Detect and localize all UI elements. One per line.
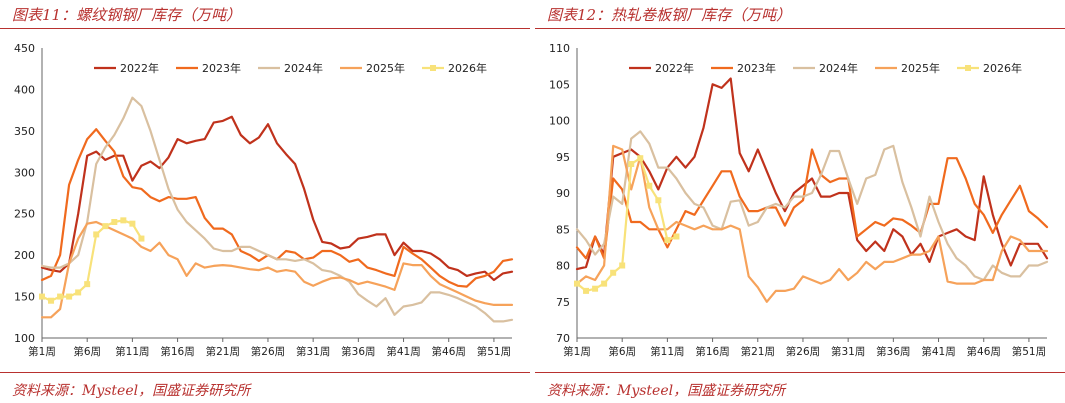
y-tick-label: 200 — [14, 249, 35, 262]
legend-label: 2024年 — [819, 61, 858, 75]
legend-label: 2022年 — [120, 61, 159, 75]
source-note: 资料来源：Mysteel，国盛证券研究所 — [12, 383, 251, 399]
y-tick-label: 250 — [14, 208, 35, 221]
y-tick-label: 350 — [14, 125, 35, 138]
data-point-2026年 — [57, 293, 64, 300]
chart-panel-rebar: 图表11：螺纹钢钢厂库存（万吨） 100 150 200 250 300 350 400 45… — [0, 0, 530, 403]
x-tick-label: 第21周 — [206, 345, 240, 358]
series-line-2024年 — [40, 96, 514, 323]
x-tick-label: 第51周 — [1012, 345, 1046, 358]
data-point-2026年 — [84, 281, 91, 288]
y-tick-label: 100 — [549, 115, 570, 128]
data-point-2026年 — [583, 287, 590, 294]
data-point-2026年 — [646, 182, 653, 189]
data-point-2026年 — [637, 155, 644, 162]
series-line-2024年 — [575, 130, 1049, 282]
title-rule — [0, 28, 530, 29]
x-tick-label: 第26周 — [786, 345, 820, 358]
x-tick-label: 第11周 — [115, 345, 149, 358]
x-tick-label: 第26周 — [251, 345, 285, 358]
series-line-2023年 — [575, 148, 1049, 260]
source-note: 资料来源：Mysteel，国盛证券研究所 — [547, 383, 786, 399]
legend-label: 2026年 — [983, 61, 1022, 75]
figure-title: 图表12：热轧卷板钢厂库存（万吨） — [547, 6, 792, 24]
x-tick-label: 第46周 — [432, 345, 466, 358]
figure-title: 图表11：螺纹钢钢厂库存（万吨） — [12, 6, 242, 24]
x-tick-label: 第51周 — [477, 345, 511, 358]
data-point-2026年 — [129, 220, 136, 227]
data-point-2026年 — [664, 237, 671, 244]
chart-panel-hot-rolled: 图表12：热轧卷板钢厂库存（万吨） 70 75 80 85 90 95 100 105 110 第… — [535, 0, 1065, 403]
x-tick-label: 第36周 — [876, 345, 910, 358]
data-point-2026年 — [93, 231, 100, 238]
y-tick-label: 150 — [14, 291, 35, 304]
data-point-2026年 — [619, 262, 626, 269]
data-point-2026年 — [574, 280, 580, 287]
legend-label: 2026年 — [448, 61, 487, 75]
x-tick-label: 第16周 — [695, 345, 729, 358]
data-point-2026年 — [673, 233, 680, 240]
series-line-2025年 — [40, 220, 514, 319]
legend-label: 2023年 — [202, 61, 241, 75]
y-tick-label: 110 — [549, 42, 570, 55]
legend-marker — [965, 65, 971, 71]
data-point-2026年 — [592, 285, 599, 292]
series-line-2022年 — [40, 115, 514, 282]
y-tick-label: 400 — [14, 83, 35, 96]
x-tick-label: 第41周 — [386, 345, 420, 358]
y-tick-label: 80 — [556, 260, 570, 273]
y-tick-label: 95 — [556, 151, 570, 164]
y-tick-label: 75 — [556, 296, 570, 309]
legend-marker — [430, 65, 436, 71]
y-tick-label: 450 — [14, 42, 35, 55]
data-point-2026年 — [66, 293, 73, 300]
hot-rolled-inventory-chart: 707580859095100105110第1周 第6周 第11周 第16周 第21周第… — [549, 42, 1049, 358]
x-tick-label: 第6周 — [608, 345, 636, 358]
x-tick-label: 第16周 — [160, 345, 194, 358]
legend-label: 2023年 — [737, 61, 776, 75]
y-tick-label: 85 — [556, 223, 570, 236]
data-point-2026年 — [601, 280, 608, 287]
data-point-2026年 — [75, 289, 82, 296]
source-rule — [535, 372, 1065, 373]
y-tick-label: 105 — [549, 78, 570, 91]
legend-label: 2025年 — [366, 61, 405, 75]
data-point-2026年 — [628, 161, 635, 167]
x-tick-label: 第1周 — [28, 345, 56, 358]
x-tick-label: 第1周 — [563, 345, 591, 358]
legend-label: 2024年 — [284, 61, 323, 75]
x-tick-label: 第36周 — [341, 345, 375, 358]
series-line-2023年 — [40, 128, 514, 288]
y-tick-label: 70 — [556, 332, 570, 345]
legend-label: 2022年 — [655, 61, 694, 75]
y-tick-label: 100 — [14, 332, 35, 345]
y-tick-label: 90 — [556, 187, 570, 200]
x-tick-label: 第41周 — [921, 345, 955, 358]
x-tick-label: 第11周 — [650, 345, 684, 358]
data-point-2026年 — [48, 297, 55, 304]
x-tick-label: 第21周 — [741, 345, 775, 358]
x-tick-label: 第31周 — [831, 345, 865, 358]
data-point-2026年 — [655, 197, 662, 204]
source-rule — [0, 372, 530, 373]
data-point-2026年 — [120, 217, 127, 224]
x-tick-label: 第46周 — [967, 345, 1001, 358]
x-tick-label: 第6周 — [73, 345, 101, 358]
data-point-2026年 — [39, 293, 45, 300]
x-tick-label: 第31周 — [296, 345, 330, 358]
data-point-2026年 — [102, 223, 109, 230]
data-point-2026年 — [138, 235, 145, 242]
series-line-2022年 — [575, 77, 1049, 271]
data-point-2026年 — [610, 269, 617, 276]
legend-label: 2025年 — [901, 61, 940, 75]
data-point-2026年 — [111, 219, 118, 225]
y-tick-label: 300 — [14, 166, 35, 179]
title-rule — [535, 28, 1065, 29]
series-line-2025年 — [575, 144, 1049, 303]
